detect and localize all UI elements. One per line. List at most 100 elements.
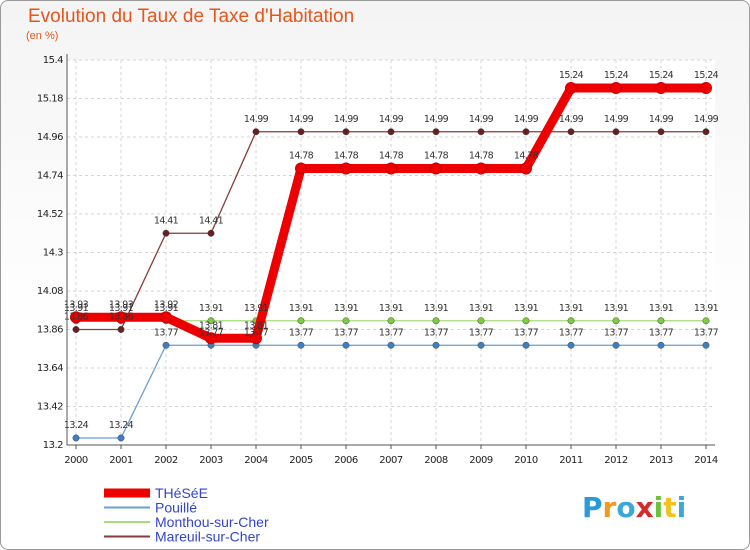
data-label-pouille: 13.77 bbox=[244, 327, 269, 338]
data-label-monthou-sur-cher: 13.91 bbox=[559, 303, 584, 314]
data-label-monthou-sur-cher: 13.91 bbox=[199, 303, 224, 314]
data-label-mareuil-sur-cher: 14.99 bbox=[334, 114, 359, 125]
data-point-mareuil-sur-cher bbox=[612, 128, 620, 136]
data-label-mareuil-sur-cher: 14.99 bbox=[694, 114, 719, 125]
data-label-pouille: 13.77 bbox=[604, 327, 629, 338]
data-point-monthou-sur-cher bbox=[702, 317, 710, 325]
data-point-monthou-sur-cher bbox=[342, 317, 350, 325]
data-point-monthou-sur-cher bbox=[657, 317, 665, 325]
data-point-mareuil-sur-cher bbox=[567, 128, 575, 136]
data-label-thesee: 13.81 bbox=[244, 320, 269, 331]
data-label-thesee: 14.78 bbox=[469, 151, 494, 162]
data-label-pouille: 13.77 bbox=[199, 327, 224, 338]
y-tick-label: 14.96 bbox=[37, 132, 63, 143]
data-point-thesee bbox=[160, 311, 172, 324]
data-label-thesee: 14.78 bbox=[334, 151, 359, 162]
x-tick-label: 2000 bbox=[64, 455, 88, 466]
x-tick-label: 2012 bbox=[604, 455, 628, 466]
data-label-thesee: 14.78 bbox=[514, 151, 539, 162]
data-label-thesee: 13.93 bbox=[64, 299, 89, 310]
data-point-mareuil-sur-cher bbox=[387, 128, 395, 136]
data-label-pouille: 13.77 bbox=[424, 327, 449, 338]
data-label-thesee: 14.78 bbox=[289, 151, 314, 162]
data-point-thesee bbox=[655, 82, 667, 94]
y-tick-label: 13.86 bbox=[37, 325, 63, 336]
data-point-thesee bbox=[295, 162, 307, 175]
data-point-thesee bbox=[385, 162, 397, 175]
data-point-mareuil-sur-cher bbox=[117, 326, 125, 333]
data-label-pouille: 13.24 bbox=[64, 420, 89, 431]
data-point-pouille bbox=[612, 341, 620, 349]
x-tick-label: 2004 bbox=[244, 455, 268, 466]
data-label-thesee: 15.24 bbox=[604, 70, 629, 81]
legend-entry-label: Monthou-sur-Cher bbox=[155, 514, 269, 530]
data-point-monthou-sur-cher bbox=[612, 317, 620, 325]
data-label-thesee: 15.24 bbox=[559, 70, 584, 81]
data-label-mareuil-sur-cher: 14.99 bbox=[244, 114, 269, 125]
data-point-pouille bbox=[162, 341, 170, 349]
data-point-pouille bbox=[657, 341, 665, 349]
data-label-monthou-sur-cher: 13.91 bbox=[649, 303, 674, 314]
x-tick-label: 2002 bbox=[154, 455, 178, 466]
legend-entry-label: THéSéE bbox=[155, 485, 208, 501]
data-label-mareuil-sur-cher: 14.99 bbox=[424, 114, 449, 125]
data-point-monthou-sur-cher bbox=[477, 317, 485, 325]
axes: 13.2 13.42 13.64 13.86 14.08 14.3 14.52 14.74 14… bbox=[37, 54, 718, 466]
data-label-pouille: 13.77 bbox=[649, 327, 674, 338]
data-point-pouille bbox=[297, 341, 305, 349]
data-label-monthou-sur-cher: 13.91 bbox=[244, 303, 269, 314]
data-label-pouille: 13.77 bbox=[469, 327, 494, 338]
legend: THéSéEPouilléMonthou-sur-CherMareuil-sur… bbox=[104, 485, 269, 545]
data-label-monthou-sur-cher: 13.91 bbox=[289, 303, 314, 314]
data-label-thesee: 15.24 bbox=[694, 70, 719, 81]
y-tick-label: 14.52 bbox=[37, 209, 63, 220]
data-point-mareuil-sur-cher bbox=[477, 128, 485, 136]
data-point-mareuil-sur-cher bbox=[297, 128, 305, 136]
y-tick-label: 14.74 bbox=[37, 171, 63, 182]
y-tick-label: 14.3 bbox=[43, 248, 63, 259]
data-label-pouille: 13.77 bbox=[559, 327, 584, 338]
y-tick-label: 13.42 bbox=[37, 402, 63, 413]
data-point-pouille bbox=[387, 341, 395, 349]
data-point-mareuil-sur-cher bbox=[72, 326, 80, 333]
data-label-thesee: 13.93 bbox=[109, 299, 134, 310]
data-point-monthou-sur-cher bbox=[567, 317, 575, 325]
data-point-mareuil-sur-cher bbox=[342, 128, 350, 136]
grid bbox=[67, 59, 715, 446]
data-label-mareuil-sur-cher: 13.86 bbox=[64, 312, 89, 323]
series-layer bbox=[70, 82, 712, 442]
data-label-mareuil-sur-cher: 14.41 bbox=[199, 215, 224, 226]
y-tick-label: 15.4 bbox=[43, 55, 63, 66]
x-tick-label: 2014 bbox=[694, 455, 718, 466]
data-point-monthou-sur-cher bbox=[207, 317, 215, 325]
x-tick-label: 2010 bbox=[514, 455, 538, 466]
data-point-thesee bbox=[565, 82, 577, 94]
chart-title: Evolution du Taux de Taxe d'Habitation bbox=[28, 6, 355, 27]
data-label-mareuil-sur-cher: 14.99 bbox=[514, 114, 539, 125]
data-point-mareuil-sur-cher bbox=[522, 128, 530, 136]
data-point-thesee bbox=[70, 311, 82, 324]
data-label-monthou-sur-cher: 13.91 bbox=[379, 303, 404, 314]
data-point-mareuil-sur-cher bbox=[702, 128, 710, 136]
data-point-thesee bbox=[700, 82, 712, 94]
data-point-mareuil-sur-cher bbox=[432, 128, 440, 136]
data-label-mareuil-sur-cher: 14.99 bbox=[289, 114, 314, 125]
data-point-pouille bbox=[432, 341, 440, 349]
data-label-pouille: 13.77 bbox=[154, 327, 179, 338]
chart-unit: (en %) bbox=[26, 30, 59, 42]
data-label-thesee: 15.24 bbox=[649, 70, 674, 81]
data-point-mareuil-sur-cher bbox=[207, 229, 215, 237]
x-tick-label: 2006 bbox=[334, 455, 358, 466]
data-label-thesee: 14.78 bbox=[379, 151, 404, 162]
data-point-thesee bbox=[430, 162, 442, 175]
data-label-pouille: 13.77 bbox=[289, 327, 314, 338]
data-label-pouille: 13.77 bbox=[379, 327, 404, 338]
data-label-thesee: 13.81 bbox=[199, 320, 224, 331]
data-label-monthou-sur-cher: 13.91 bbox=[334, 303, 359, 314]
data-point-monthou-sur-cher bbox=[432, 317, 440, 325]
x-tick-label: 2011 bbox=[559, 455, 583, 466]
data-label-mareuil-sur-cher: 14.99 bbox=[469, 114, 494, 125]
data-point-pouille bbox=[117, 434, 125, 442]
data-point-monthou-sur-cher bbox=[387, 317, 395, 325]
